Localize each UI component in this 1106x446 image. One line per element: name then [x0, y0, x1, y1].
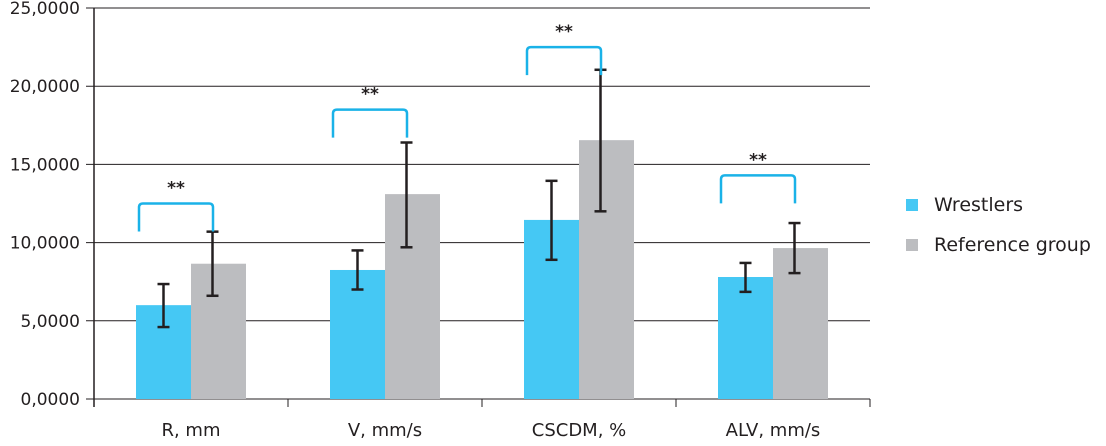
category-label: V, mm/s	[348, 420, 422, 441]
y-tick-label: 5,0000	[21, 312, 80, 332]
significance-bracket	[525, 45, 603, 76]
bar-reference	[385, 194, 440, 399]
category-label: R, mm	[161, 420, 220, 441]
category-label: ALV, mm/s	[726, 420, 821, 441]
bar-wrestlers	[330, 269, 385, 399]
bar-reference	[579, 140, 634, 399]
legend-label: Wrestlers	[934, 194, 1023, 216]
category-label: CSCDM, %	[532, 420, 627, 441]
significance-marker: **	[361, 85, 379, 105]
significance-marker: **	[555, 22, 573, 42]
legend-swatch	[906, 239, 918, 251]
bar-reference	[191, 263, 246, 399]
y-tick-label: 10,0000	[10, 234, 80, 254]
y-tick-label: 15,0000	[10, 155, 80, 175]
significance-bracket	[719, 174, 797, 204]
legend-swatch	[906, 199, 918, 211]
bar-reference	[773, 248, 828, 399]
significance-bracket	[137, 202, 215, 232]
y-tick-label: 25,0000	[10, 0, 80, 19]
y-tick-label: 20,0000	[10, 77, 80, 97]
significance-marker: **	[749, 150, 767, 170]
bar-wrestlers	[718, 277, 773, 399]
y-tick-label: 0,0000	[21, 390, 80, 410]
significance-marker: **	[167, 179, 185, 199]
significance-bracket	[331, 108, 409, 138]
legend-label: Reference group	[934, 234, 1091, 256]
